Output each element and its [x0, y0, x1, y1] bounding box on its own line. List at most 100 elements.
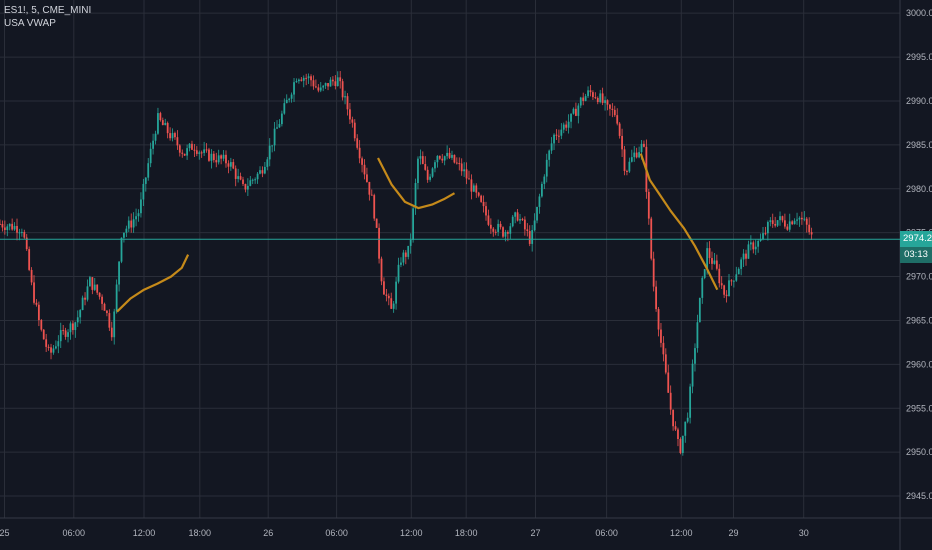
candle-body: [397, 264, 400, 282]
candle-body: [290, 94, 293, 99]
candle-body: [803, 218, 806, 220]
candle-body: [604, 100, 606, 103]
candle-body: [494, 231, 497, 233]
candle-body: [798, 217, 801, 220]
candle-body: [76, 317, 79, 323]
candle-body: [16, 225, 18, 233]
candle-body: [589, 90, 592, 93]
candle-body: [703, 269, 706, 278]
symbol-label[interactable]: ES1!, 5, CME_MINI: [4, 5, 92, 16]
y-tick-label: 2980.00: [906, 184, 932, 194]
candle-body: [455, 162, 458, 164]
candle-body: [446, 152, 449, 157]
candle-body: [640, 143, 643, 153]
candle-body: [579, 97, 582, 106]
candle-body: [232, 162, 235, 169]
candle-body: [475, 185, 478, 193]
y-tick-label: 2945.00: [906, 491, 932, 501]
candle-body: [227, 163, 230, 167]
candle-body: [769, 220, 772, 223]
candle-body: [57, 341, 60, 347]
candle-body: [805, 218, 808, 225]
y-tick-label: 2995.00: [906, 52, 932, 62]
candle-body: [142, 183, 145, 200]
candle-body: [336, 77, 339, 87]
candle-body: [353, 122, 356, 139]
candle-body: [713, 260, 716, 264]
candle-body: [106, 310, 108, 314]
candle-body: [577, 105, 580, 116]
candle-body: [140, 199, 142, 214]
x-tick-label: 18:00: [189, 528, 212, 538]
candle-body: [249, 180, 252, 186]
candle-body: [453, 154, 456, 163]
candle-body: [550, 143, 553, 151]
candle-body: [273, 128, 276, 146]
candle-body: [786, 226, 789, 230]
candle-body: [210, 153, 213, 161]
last-price-value: 2974.25: [903, 233, 932, 245]
candle-body: [477, 192, 480, 196]
candle-body: [606, 100, 609, 105]
candle-body: [181, 152, 184, 154]
candle-body: [626, 170, 628, 172]
candle-body: [412, 208, 414, 240]
candle-body: [356, 138, 359, 148]
candle-body: [237, 176, 240, 179]
last-price-badge: 2974.25: [900, 231, 932, 248]
candle-body: [23, 231, 26, 238]
candle-body: [234, 168, 237, 179]
candle-body: [212, 153, 215, 161]
candle-body: [628, 161, 631, 172]
candle-body: [295, 81, 298, 83]
candle-body: [460, 163, 463, 172]
x-tick-label: 30: [799, 528, 809, 538]
candle-body: [762, 233, 764, 240]
candle-body: [519, 219, 521, 221]
candle-body: [171, 133, 174, 139]
candle-body: [315, 86, 317, 88]
candle-body: [79, 310, 82, 318]
candle-body: [86, 286, 89, 300]
candle-body: [630, 157, 633, 162]
candle-body: [74, 322, 77, 331]
candle-body: [793, 220, 796, 225]
candle-body: [720, 283, 723, 286]
candle-body: [538, 196, 541, 207]
candle-body: [749, 242, 752, 245]
candle-body: [592, 92, 594, 98]
candle-body: [601, 93, 604, 103]
candle-body: [322, 85, 325, 88]
candle-body: [288, 98, 291, 100]
candle-body: [616, 115, 619, 124]
candle-body: [319, 87, 322, 91]
candle-body: [434, 162, 436, 169]
candle-body: [93, 284, 96, 290]
candle-body: [754, 246, 757, 250]
candle-body: [686, 417, 689, 422]
y-tick-label: 2950.00: [906, 447, 932, 457]
candle-body: [417, 158, 419, 184]
candle-body: [747, 244, 750, 259]
candle-body: [421, 156, 424, 164]
candle-body: [732, 280, 735, 282]
candle-body: [662, 342, 665, 355]
candle-body: [363, 164, 366, 175]
candle-body: [28, 249, 31, 270]
candle-body: [276, 127, 278, 129]
candle-body: [195, 150, 198, 154]
candle-body: [652, 258, 655, 287]
candle-body: [96, 284, 99, 293]
x-tick-label: 26: [263, 528, 273, 538]
candle-body: [482, 201, 485, 207]
candle-body: [698, 297, 701, 323]
candle-body: [565, 124, 568, 128]
candle-body: [256, 173, 259, 180]
candle-body: [147, 163, 150, 178]
indicator-label[interactable]: USA VWAP: [4, 18, 56, 29]
candle-body: [373, 195, 376, 219]
candle-body: [229, 162, 232, 167]
candle-body: [759, 239, 762, 241]
candle-body: [186, 148, 189, 156]
